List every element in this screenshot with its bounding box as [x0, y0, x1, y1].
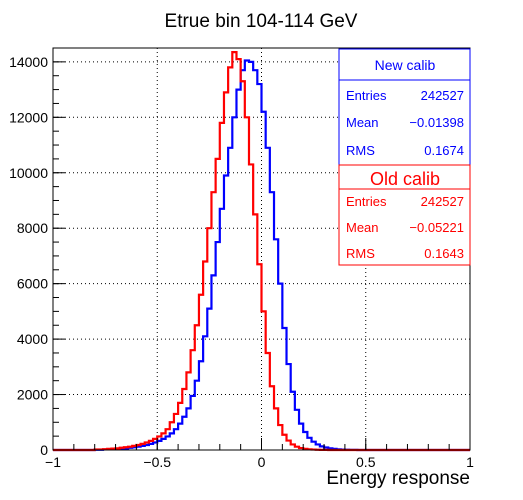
x-axis-label: Energy response	[326, 468, 470, 489]
stats-old-mean-value: −0.05221	[409, 220, 464, 235]
axes: −1 −0.5 0 0.5 1 0 2000 4000 6000 8000 10000 12000 14…	[9, 47, 474, 470]
y-tick-label-5: 10000	[9, 165, 48, 181]
chart-title: Etrue bin 104-114 GeV	[165, 11, 358, 32]
stats-new-entries-label: Entries	[346, 88, 387, 103]
stats-new-entries-value: 242527	[421, 88, 464, 103]
y-tick-label-3: 6000	[17, 276, 48, 292]
stats-old-mean-label: Mean	[346, 220, 379, 235]
x-tick-label-4: 1	[466, 454, 474, 470]
stats-box-new-frame	[338, 48, 471, 166]
stats-new-mean-label: Mean	[346, 115, 379, 130]
stats-box-new-calib: New calib Entries 242527 Mean −0.01398 R…	[338, 48, 471, 166]
stats-old-entries-label: Entries	[346, 194, 387, 209]
stats-new-rms-value: 0.1674	[424, 143, 464, 158]
stats-box-old-calib: Old calib Entries 242527 Mean −0.05221 R…	[338, 164, 471, 266]
y-tick-label-4: 8000	[17, 220, 48, 236]
x-tick-label-1: −0.5	[143, 454, 171, 470]
y-tick-label-1: 2000	[17, 387, 48, 403]
x-tick-label-2: 0	[258, 454, 266, 470]
stats-old-rms-label: RMS	[346, 246, 375, 261]
stats-old-entries-value: 242527	[421, 194, 464, 209]
stats-new-rms-label: RMS	[346, 143, 375, 158]
y-tick-label-6: 12000	[9, 109, 48, 125]
stats-old-title: Old calib	[370, 169, 440, 189]
stats-new-mean-value: −0.01398	[409, 115, 464, 130]
x-tick-label-0: −1	[45, 454, 61, 470]
y-tick-label-2: 4000	[17, 331, 48, 347]
stats-box-old-frame	[338, 164, 471, 266]
stats-old-rms-value: 0.1643	[424, 246, 464, 261]
y-tick-label-7: 14000	[9, 54, 48, 70]
x-tick-label-3: 0.5	[356, 454, 376, 470]
stats-new-title: New calib	[375, 57, 436, 73]
y-tick-label-0: 0	[40, 442, 48, 458]
